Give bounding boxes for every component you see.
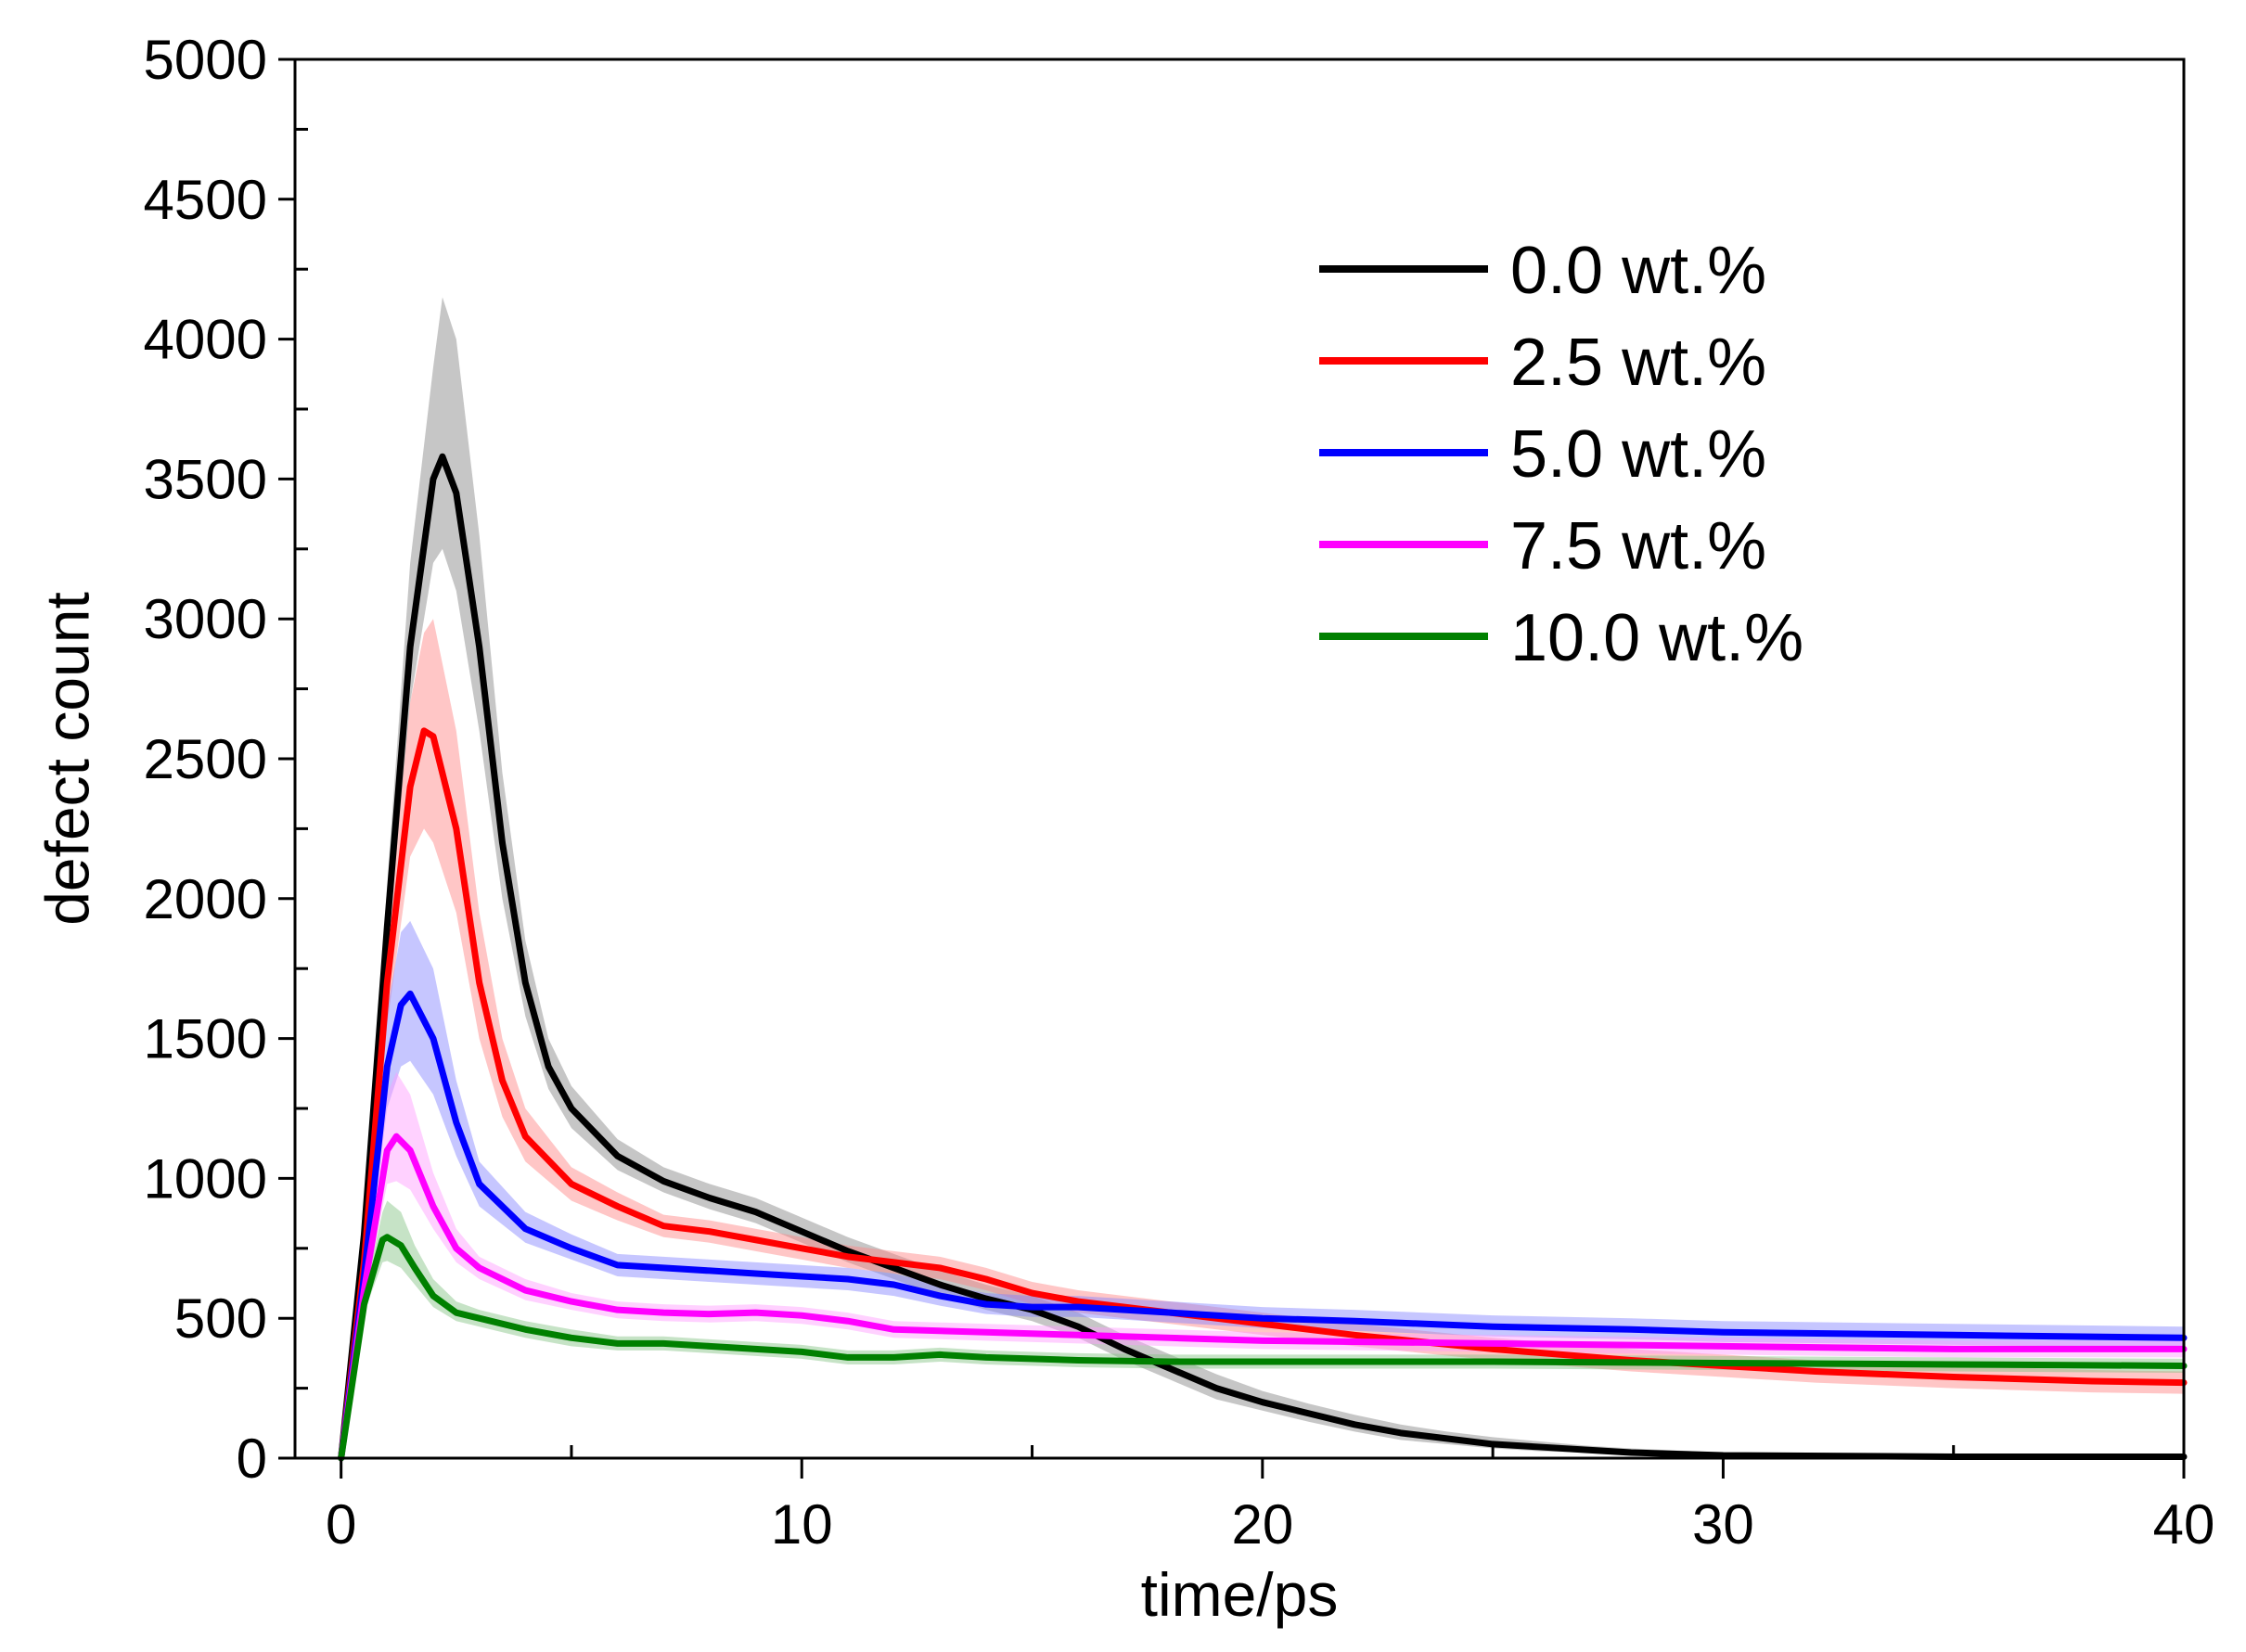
x-tick-label: 10 [771,1493,833,1556]
line-series-3 [338,1133,2188,1462]
x-tick-label: 40 [2153,1493,2215,1556]
y-tick-label: 5000 [144,29,267,91]
line-series-2 [338,990,2188,1462]
line-series-1 [338,727,2188,1462]
confidence-bands [340,297,2184,1458]
band-series-0 [340,297,2184,1458]
band-series-2 [340,920,2184,1458]
y-tick-label: 1000 [144,1147,267,1210]
x-tick-label: 20 [1231,1493,1293,1556]
legend-label: 7.5 wt.% [1510,509,1766,583]
line-series-0 [338,453,2188,1462]
legend-label: 5.0 wt.% [1510,417,1766,492]
x-tick-label: 0 [326,1493,356,1556]
y-tick-label: 3000 [144,588,267,650]
y-tick-label: 1500 [144,1008,267,1070]
legend-label: 0.0 wt.% [1510,234,1766,308]
y-tick-label: 4500 [144,169,267,231]
y-tick-label: 2500 [144,728,267,790]
y-tick-label: 0 [237,1428,267,1490]
x-tick-label: 30 [1692,1493,1754,1556]
y-tick-label: 4000 [144,309,267,371]
y-tick-label: 2000 [144,868,267,930]
axis-tick-labels: 0 10 20 30 40 0 500 1000 1500 2000 2500 3000 3500 400… [144,29,2215,1556]
series-lines [338,453,2188,1462]
line-series-4 [338,1234,2188,1462]
y-tick-label: 500 [174,1287,267,1350]
x-axis-title: time/ps [1141,1560,1339,1629]
y-tick-label: 3500 [144,448,267,510]
y-axis-title: defect count [32,592,101,926]
axis-ticks [278,58,2186,1479]
legend-label: 10.0 wt.% [1510,601,1803,675]
legend: 0.0 wt.% 2.5 wt.% 5.0 wt.% 7.5 wt.% 10.0 wt.… [1319,234,1803,675]
legend-label: 2.5 wt.% [1510,326,1766,400]
